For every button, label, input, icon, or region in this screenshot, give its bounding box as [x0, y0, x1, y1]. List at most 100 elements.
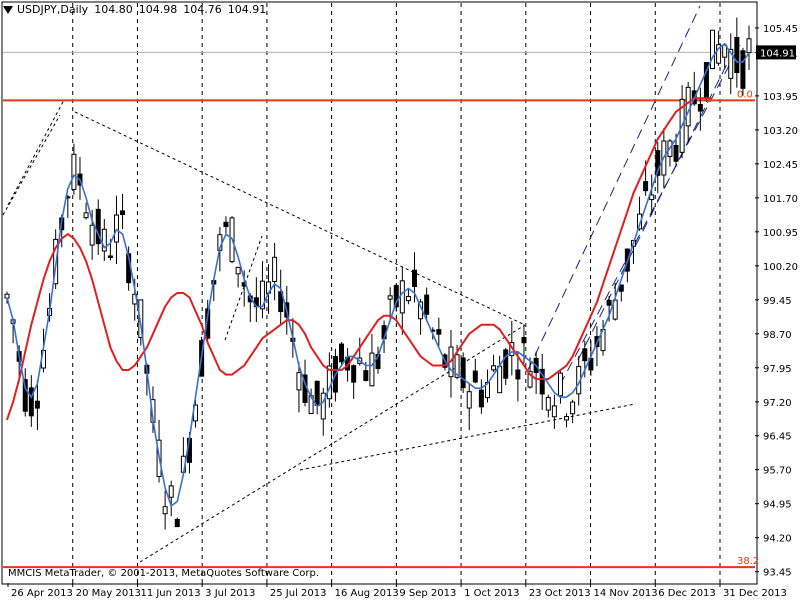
candle-body: [734, 36, 740, 74]
trendline: [224, 235, 263, 341]
y-tick-label: 97.20: [763, 398, 792, 409]
x-tick-label: 1 Oct 2013: [464, 588, 519, 599]
candle-body: [606, 299, 612, 306]
candle-body: [673, 144, 679, 162]
candle-body: [746, 38, 752, 54]
fib-level-label: 38.2: [737, 556, 759, 567]
candle-body: [113, 214, 119, 243]
y-tick-label: 98.70: [763, 330, 792, 341]
candle-body: [296, 372, 302, 391]
fast-ma-line: [6, 42, 750, 508]
x-tick-label: 11 Jun 2013: [140, 588, 200, 599]
candle-body: [436, 329, 442, 335]
candle-body: [399, 280, 405, 314]
candle-body: [138, 299, 144, 338]
candle-body: [223, 221, 229, 228]
candle-body: [728, 48, 734, 79]
candle-body: [71, 153, 77, 190]
candle-body: [351, 365, 357, 383]
candle-body: [618, 284, 624, 292]
candle-body: [174, 518, 180, 528]
candle-body: [272, 256, 278, 282]
x-tick-label: 26 Apr 2013: [11, 588, 73, 599]
candle-body: [539, 368, 545, 395]
candle-body: [612, 299, 618, 320]
low-value: 104.76: [183, 3, 222, 16]
candle-body: [557, 372, 563, 397]
y-tick-label: 101.70: [763, 194, 798, 205]
chart-header: USDJPY,Daily 104.80 104.98 104.76 104.91: [3, 3, 272, 16]
candle-body: [28, 387, 34, 417]
x-tick-label: 6 Dec 2013: [658, 588, 716, 599]
y-tick-label: 94.20: [763, 534, 792, 545]
x-tick-label: 3 Jul 2013: [205, 588, 255, 599]
candle-body: [497, 365, 503, 394]
candle-body: [722, 44, 728, 58]
y-tick-label: 93.45: [763, 568, 792, 579]
candle-body: [740, 50, 746, 89]
candle-body: [101, 228, 107, 252]
candle-body: [460, 357, 466, 389]
candle-body: [491, 365, 497, 371]
candle-body: [643, 181, 649, 192]
trendline: [7, 99, 65, 206]
candle-body: [570, 401, 576, 415]
candle-body: [278, 291, 284, 313]
y-tick-label: 99.45: [763, 296, 792, 307]
candle-body: [697, 103, 703, 112]
x-tick-label: 23 Oct 2013: [529, 588, 591, 599]
symbol-label: USDJPY,Daily: [17, 3, 89, 16]
y-tick-label: 103.20: [763, 126, 798, 137]
y-tick-label: 103.95: [763, 92, 798, 103]
y-tick-label: 100.95: [763, 228, 798, 239]
candle-body: [551, 405, 557, 418]
candle-body: [564, 416, 570, 421]
trendline: [2, 114, 61, 216]
high-value: 104.98: [138, 3, 178, 16]
x-tick-label: 25 Jul 2013: [270, 588, 327, 599]
candle-body: [162, 506, 168, 515]
candle-body: [320, 392, 326, 420]
candle-body: [83, 212, 89, 219]
copyright-label: MMCIS MetaTrader, © 2001-2013, MetaQuote…: [8, 568, 320, 579]
candle-body: [387, 295, 393, 300]
channel-line: [527, 5, 701, 371]
slow-ma-line: [6, 97, 713, 421]
candle-body: [716, 44, 722, 64]
candle-body: [527, 370, 533, 388]
channel-line: [577, 57, 731, 361]
x-tick-label: 20 May 2013: [76, 588, 141, 599]
candle-body: [259, 280, 265, 310]
candle-body: [472, 370, 478, 383]
candle-body: [649, 194, 655, 201]
y-tick-label: 102.45: [763, 160, 798, 171]
candle-body: [363, 370, 369, 382]
x-tick-label: 31 Dec 2013: [723, 588, 787, 599]
candle-body: [454, 354, 460, 378]
candle-body: [107, 255, 113, 258]
candle-body: [515, 369, 521, 380]
candle-body: [521, 336, 527, 344]
candle-body: [369, 352, 375, 387]
trendline: [74, 111, 526, 326]
candle-body: [685, 86, 691, 127]
candle-body: [314, 380, 320, 406]
candle-body: [545, 396, 551, 411]
dropdown-triangle-icon[interactable]: [3, 6, 13, 14]
close-value: 104.91: [227, 3, 267, 16]
x-tick-label: 9 Sep 2013: [399, 588, 456, 599]
channel-line: [559, 44, 741, 386]
candle-body: [22, 379, 28, 412]
y-tick-label: 100.20: [763, 262, 798, 273]
candle-body: [95, 208, 101, 245]
candle-body: [503, 349, 509, 379]
candle-body: [339, 343, 345, 363]
y-tick-label: 95.70: [763, 466, 792, 477]
candle-body: [205, 308, 211, 339]
y-tick-label: 94.95: [763, 500, 792, 511]
candle-body: [411, 269, 417, 288]
candle-body: [710, 29, 716, 70]
x-tick-label: 16 Aug 2013: [335, 588, 399, 599]
